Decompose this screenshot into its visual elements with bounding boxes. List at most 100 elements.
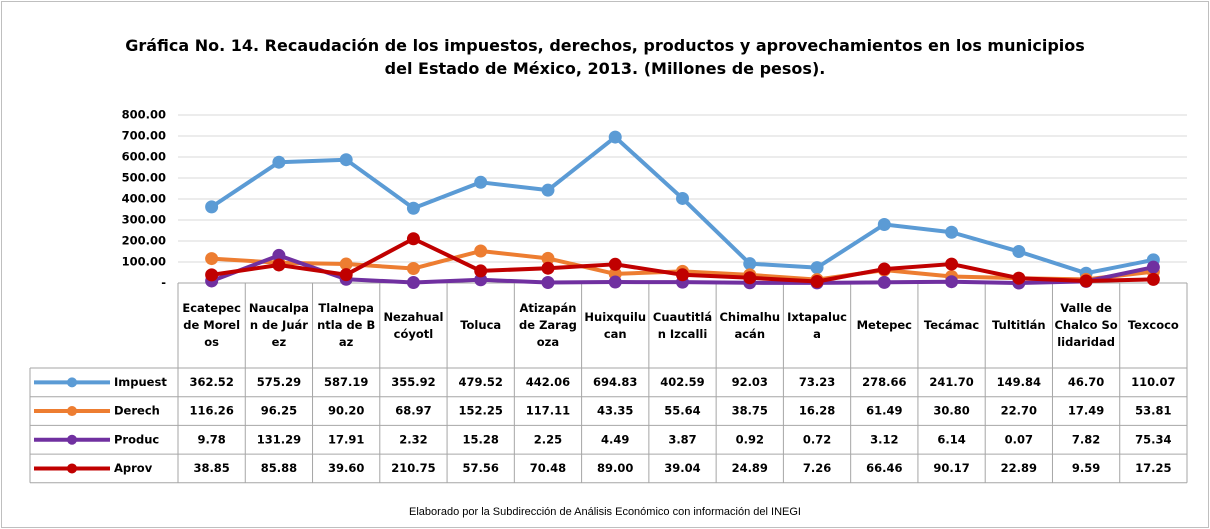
data-label: 0.07: [1005, 432, 1033, 446]
point: [406, 201, 420, 215]
legend-label: Produc: [114, 432, 159, 446]
data-label: 2.32: [399, 432, 427, 446]
data-label: 575.29: [257, 375, 301, 389]
y-tick-label: -: [161, 276, 166, 290]
data-label: 117.11: [526, 404, 570, 418]
data-label: 55.64: [664, 404, 700, 418]
data-label: 131.29: [257, 432, 301, 446]
point: [1146, 272, 1160, 286]
data-label: 110.07: [1131, 375, 1175, 389]
data-label: 241.70: [929, 375, 973, 389]
x-tick-label: Chimalhuacán: [719, 309, 781, 341]
data-label: 587.19: [324, 375, 368, 389]
x-tick-label: Atizapán de Zaragoza: [519, 301, 577, 349]
point: [272, 248, 286, 262]
y-tick-label: 700.00: [122, 129, 166, 143]
legend-marker: [67, 377, 77, 388]
data-label: 479.52: [459, 375, 503, 389]
point: [743, 257, 757, 271]
point: [608, 275, 622, 289]
data-label: 85.88: [261, 461, 297, 475]
data-label: 0.92: [736, 432, 764, 446]
point: [339, 257, 353, 271]
legend-marker: [67, 406, 77, 417]
data-label: 75.34: [1135, 432, 1171, 446]
data-label: 7.82: [1072, 432, 1100, 446]
point: [272, 258, 286, 272]
chart-title: Gráfica No. 14. Recaudación de los impue…: [125, 36, 1085, 78]
data-label: 38.75: [732, 404, 768, 418]
data-label: 61.49: [866, 404, 902, 418]
legend-marker: [67, 434, 77, 445]
data-label: 0.72: [803, 432, 831, 446]
y-tick-label: 800.00: [122, 108, 166, 122]
data-label: 694.83: [593, 375, 637, 389]
data-label: 6.14: [937, 432, 965, 446]
data-label: 38.85: [193, 461, 229, 475]
point: [810, 274, 824, 288]
data-label: 152.25: [459, 404, 503, 418]
data-label: 3.87: [668, 432, 696, 446]
data-label: 39.04: [664, 461, 700, 475]
footnote: Elaborado por la Subdirección de Análisi…: [409, 506, 801, 518]
point: [406, 262, 420, 276]
data-label: 210.75: [391, 461, 435, 475]
x-tick-label: Cuautitlán Izcalli: [652, 309, 713, 341]
data-label: 3.12: [870, 432, 898, 446]
data-label: 43.35: [597, 404, 633, 418]
point: [608, 130, 622, 144]
data-label: 89.00: [597, 461, 633, 475]
data-label: 362.52: [189, 375, 233, 389]
data-label: 96.25: [261, 404, 297, 418]
x-tick-label: Tultitlán: [992, 318, 1046, 332]
point: [541, 251, 555, 265]
data-label: 278.66: [862, 375, 906, 389]
point: [541, 183, 555, 197]
point: [541, 276, 555, 290]
data-label: 46.70: [1068, 375, 1104, 389]
point: [1012, 271, 1026, 285]
x-tick-label: Naucalpan de Juárez: [248, 301, 309, 349]
data-label: 90.17: [933, 461, 969, 475]
data-label: 9.59: [1072, 461, 1100, 475]
data-label: 92.03: [732, 375, 768, 389]
point: [743, 271, 757, 285]
data-label: 116.26: [189, 404, 233, 418]
point: [945, 275, 959, 289]
data-label: 16.28: [799, 404, 835, 418]
point: [205, 268, 219, 282]
data-label: 66.46: [866, 461, 902, 475]
x-tick-label: Tecámac: [923, 318, 980, 332]
point: [339, 153, 353, 167]
point: [676, 268, 689, 282]
x-tick-label: Toluca: [460, 318, 502, 332]
legend-label: Aprov: [114, 461, 153, 475]
data-label: 2.25: [534, 432, 562, 446]
point: [406, 232, 420, 246]
data-label: 90.20: [328, 404, 364, 418]
y-tick-label: 100.00: [122, 255, 166, 269]
data-label: 149.84: [997, 375, 1041, 389]
y-tick-label: 600.00: [122, 150, 166, 164]
point: [1012, 245, 1026, 259]
point: [877, 262, 891, 276]
point: [810, 261, 824, 275]
point: [474, 244, 488, 258]
point: [608, 257, 622, 271]
point: [339, 268, 353, 282]
data-label: 7.26: [803, 461, 831, 475]
data-label: 39.60: [328, 461, 364, 475]
y-tick-label: 400.00: [122, 192, 166, 206]
point: [406, 276, 420, 290]
data-label: 30.80: [933, 404, 969, 418]
data-label: 17.25: [1135, 461, 1171, 475]
data-label: 442.06: [526, 375, 570, 389]
point: [205, 252, 219, 266]
data-label: 70.48: [530, 461, 566, 475]
x-tick-label: Ecatepec de Morelos: [182, 301, 241, 349]
x-tick-label: Metepec: [856, 318, 912, 332]
legend-label: Impuest: [114, 375, 167, 389]
data-label: 57.56: [463, 461, 499, 475]
data-label: 22.70: [1001, 404, 1037, 418]
